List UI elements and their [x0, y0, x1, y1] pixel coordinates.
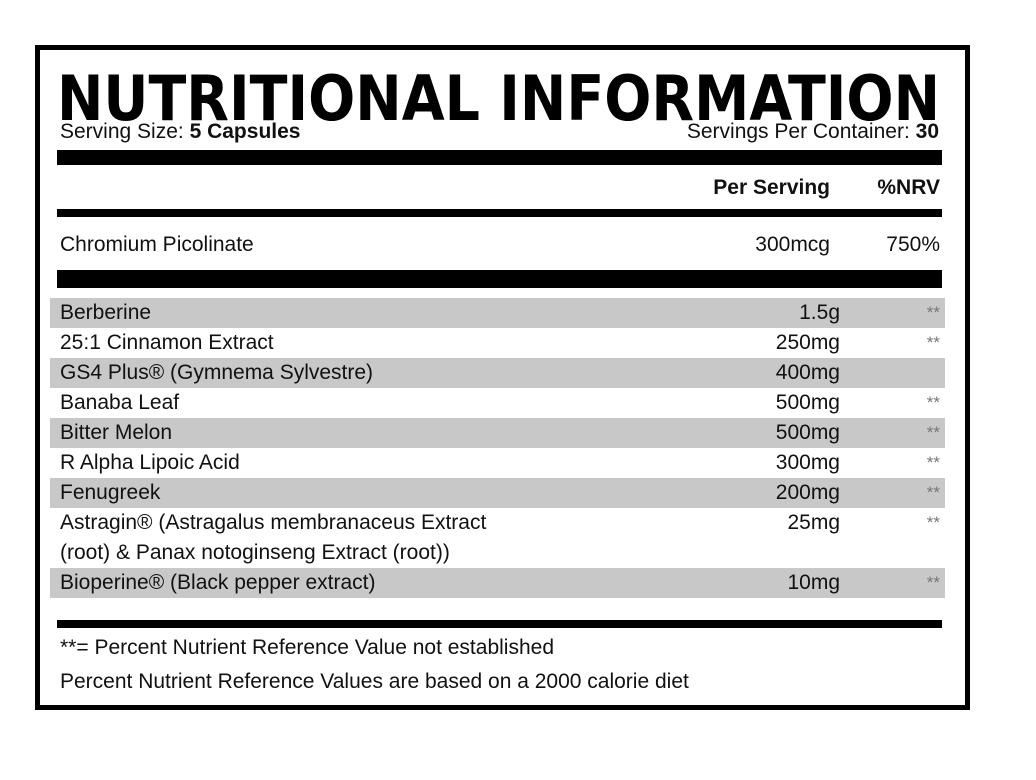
servings-per-container: Servings Per Container: 30: [687, 120, 939, 144]
nrv: **: [926, 393, 940, 412]
nrv: **: [926, 423, 940, 442]
per-serving: 300mg: [775, 451, 840, 474]
ingredient-name: Fenugreek: [60, 481, 161, 504]
serving-size-label: Serving Size:: [60, 120, 184, 143]
main-per-serving: 300mcg: [755, 233, 830, 256]
ingredient-row: Banaba Leaf 500mg **: [50, 388, 945, 418]
ingredient-row: Berberine 1.5g **: [50, 298, 945, 328]
ingredient-name: 25:1 Cinnamon Extract: [60, 331, 274, 354]
ingredient-row: Astragin® (Astragalus membranaceus Extra…: [50, 508, 945, 568]
divider: [57, 209, 942, 217]
column-header: Per Serving: [713, 176, 830, 199]
nrv: **: [926, 573, 940, 592]
divider: [57, 620, 942, 628]
ingredient-row: Fenugreek 200mg **: [50, 478, 945, 508]
per-serving: 250mg: [775, 331, 840, 354]
ingredient-name: Bioperine® (Black pepper extract): [60, 571, 376, 594]
main-nrv: 750%: [886, 233, 940, 256]
nrv: **: [926, 453, 940, 472]
label-box: [35, 45, 970, 710]
ingredient-name: Berberine: [60, 301, 152, 324]
ingredient-row: 25:1 Cinnamon Extract 250mg **: [50, 328, 945, 358]
per-serving: 500mg: [775, 421, 840, 444]
serving-size: Serving Size: 5 Capsules: [60, 120, 300, 144]
servings-value: 30: [915, 120, 939, 143]
ingredient-name: R Alpha Lipoic Acid: [60, 451, 240, 474]
nrv: **: [926, 483, 940, 502]
footnote: Percent Nutrient Reference Values are ba…: [60, 670, 689, 693]
ingredient-row: Bioperine® (Black pepper extract) 10mg **: [50, 568, 945, 598]
per-serving: 1.5g: [799, 301, 840, 324]
title-svg: NUTRITIONAL INFORMATION: [57, 66, 940, 124]
divider: [57, 150, 942, 165]
ingredient-name: GS4 Plus® (Gymnema Sylvestre): [60, 361, 374, 384]
nrv: **: [926, 513, 940, 532]
serving-size-value: 5 Capsules: [189, 120, 301, 143]
per-serving: 400mg: [775, 361, 840, 384]
ingredient-row: Bitter Melon 500mg **: [50, 418, 945, 448]
per-serving: 500mg: [775, 391, 840, 414]
nrv: **: [926, 303, 940, 322]
per-serving: 25mg: [787, 511, 840, 534]
nrv: **: [926, 333, 940, 352]
ingredient-name: Banaba Leaf: [60, 391, 180, 414]
ingredient-list: Berberine 1.5g ** 25:1 Cinnamon Extract 250m…: [50, 298, 945, 598]
ingredient-row: R Alpha Lipoic Acid 300mg **: [50, 448, 945, 478]
divider: [57, 270, 942, 288]
ingredient-name: Astragin® (Astragalus membranaceus Extra…: [60, 511, 487, 564]
title: NUTRITIONAL INFORMATION: [57, 66, 940, 124]
main-name: Chromium Picolinate: [60, 233, 254, 256]
ingredient-row: GS4 Plus® (Gymnema Sylvestre) 400mg: [50, 358, 945, 388]
column-header: %NRV: [877, 176, 940, 199]
servings-label: Servings Per Container:: [686, 120, 910, 143]
per-serving: 200mg: [775, 481, 840, 504]
ingredient-name: Bitter Melon: [60, 421, 173, 444]
per-serving: 10mg: [787, 571, 840, 594]
footnote: **= Percent Nutrient Reference Value not…: [60, 636, 554, 659]
